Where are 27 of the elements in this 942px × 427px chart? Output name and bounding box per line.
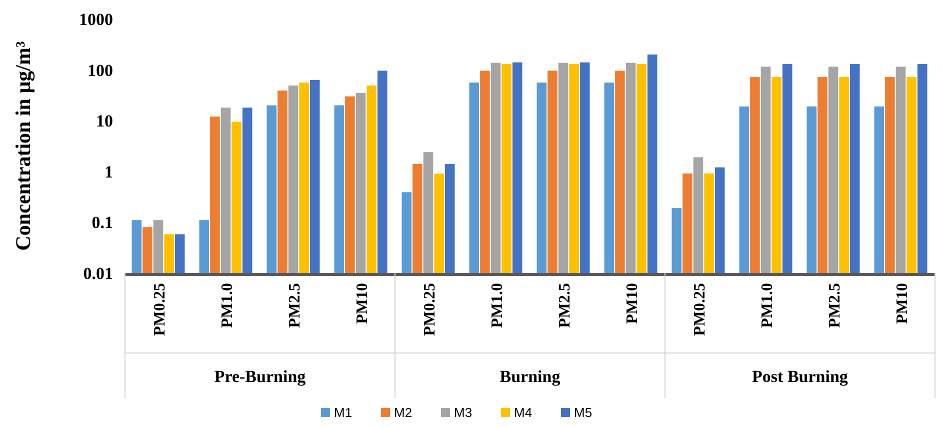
y-tick-label: 0.1: [92, 213, 113, 232]
x-tick-label: PM10: [354, 283, 371, 324]
legend-label: M4: [514, 405, 532, 420]
y-tick-label: 100: [88, 60, 113, 80]
x-tick-label: PM0.25: [691, 283, 708, 336]
x-tick-label: PM10: [624, 283, 641, 324]
x-tick-label: PM1.0: [488, 283, 506, 328]
x-tick-label: PM10: [894, 283, 911, 324]
y-tick-label: 1000: [79, 10, 113, 29]
x-tick-label: PM2.5: [826, 283, 844, 328]
x-tick-label: PM2.5: [286, 283, 304, 328]
legend-label: M5: [574, 405, 592, 420]
text: Pre-Burning: [214, 367, 306, 386]
y-axis-title: Concentration in μg/m³: [11, 41, 35, 251]
y-tick-label: 1: [104, 162, 113, 182]
x-tick-label: PM1.0: [218, 283, 236, 328]
x-tick-label: PM0.25: [151, 283, 168, 336]
text: Post Burning: [752, 367, 848, 386]
x-tick-label: PM2.5: [556, 283, 574, 328]
x-tick-label: PM1.0: [758, 283, 776, 328]
y-tick-label: 0.01: [83, 264, 113, 283]
legend-label: M1: [334, 405, 352, 420]
text: Burning: [500, 367, 561, 386]
x-tick-label: PM0.25: [421, 283, 438, 336]
legend-label: M2: [394, 405, 412, 420]
legend-label: M3: [454, 405, 472, 420]
y-tick-label: 10: [96, 112, 113, 131]
